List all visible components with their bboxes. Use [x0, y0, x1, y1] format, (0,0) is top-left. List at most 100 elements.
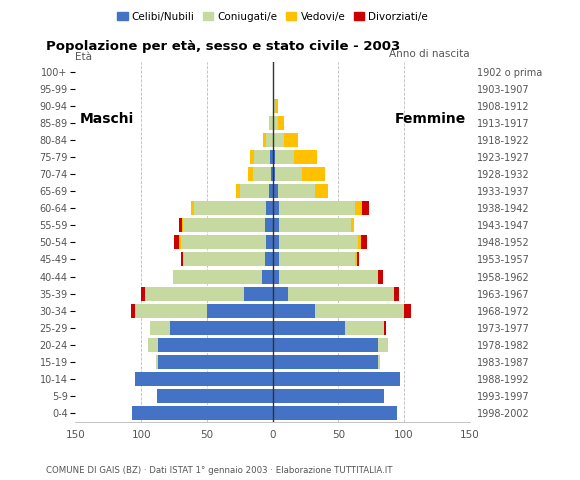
Bar	[404, 304, 411, 318]
Bar	[274, 133, 284, 147]
Bar	[264, 218, 273, 232]
Bar	[266, 133, 273, 147]
Bar	[191, 201, 194, 215]
Bar	[273, 167, 275, 181]
Bar	[279, 218, 351, 232]
Bar	[279, 252, 356, 266]
Bar	[132, 406, 273, 420]
Bar	[155, 355, 158, 369]
Bar	[356, 252, 357, 266]
Bar	[236, 184, 240, 198]
Bar	[274, 99, 276, 113]
Bar	[279, 235, 358, 250]
Bar	[273, 338, 378, 352]
Bar	[273, 270, 279, 284]
Bar	[276, 150, 293, 164]
Bar	[266, 235, 273, 250]
Bar	[240, 184, 269, 198]
Bar	[174, 235, 179, 250]
Bar	[269, 184, 273, 198]
Bar	[266, 201, 273, 215]
Text: Anno di nascita: Anno di nascita	[389, 49, 470, 59]
Bar	[273, 201, 279, 215]
Bar	[279, 270, 378, 284]
Bar	[273, 184, 278, 198]
Bar	[269, 116, 273, 130]
Bar	[194, 201, 266, 215]
Bar	[273, 389, 385, 403]
Bar	[357, 252, 360, 266]
Bar	[150, 321, 170, 335]
Bar	[271, 167, 273, 181]
Bar	[279, 201, 356, 215]
Bar	[385, 321, 386, 335]
Bar	[264, 252, 273, 266]
Bar	[362, 201, 368, 215]
Bar	[170, 321, 273, 335]
Bar	[273, 372, 400, 386]
Bar	[248, 167, 253, 181]
Bar	[315, 184, 328, 198]
Bar	[273, 235, 279, 250]
Text: COMUNE DI GAIS (BZ) · Dati ISTAT 1° gennaio 2003 · Elaborazione TUTTITALIA.IT: COMUNE DI GAIS (BZ) · Dati ISTAT 1° genn…	[46, 466, 393, 475]
Bar	[158, 338, 273, 352]
Bar	[273, 304, 315, 318]
Bar	[356, 201, 362, 215]
Bar	[278, 116, 284, 130]
Bar	[179, 218, 182, 232]
Bar	[180, 235, 266, 250]
Text: Popolazione per età, sesso e stato civile - 2003: Popolazione per età, sesso e stato civil…	[46, 40, 401, 53]
Bar	[254, 150, 270, 164]
Legend: Celibi/Nubili, Coniugati/e, Vedovi/e, Divorziati/e: Celibi/Nubili, Coniugati/e, Vedovi/e, Di…	[113, 8, 432, 26]
Bar	[351, 218, 354, 232]
Bar	[293, 150, 317, 164]
Bar	[378, 338, 388, 352]
Bar	[135, 372, 273, 386]
Bar	[273, 150, 275, 164]
Bar	[183, 252, 264, 266]
Bar	[148, 338, 158, 352]
Bar	[278, 184, 315, 198]
Bar	[253, 167, 271, 181]
Bar	[145, 287, 244, 300]
Bar	[394, 287, 399, 300]
Bar	[270, 150, 273, 164]
Bar	[157, 389, 273, 403]
Bar	[130, 304, 135, 318]
Bar	[378, 270, 383, 284]
Bar	[276, 167, 302, 181]
Bar	[276, 99, 278, 113]
Bar	[288, 287, 394, 300]
Bar	[263, 133, 266, 147]
Bar	[180, 252, 183, 266]
Bar	[358, 235, 361, 250]
Text: Età: Età	[75, 52, 92, 62]
Text: Femmine: Femmine	[394, 112, 466, 126]
Bar	[250, 150, 254, 164]
Bar	[273, 355, 378, 369]
Bar	[378, 355, 380, 369]
Bar	[207, 304, 273, 318]
Bar	[345, 321, 385, 335]
Bar	[244, 287, 273, 300]
Bar	[158, 355, 273, 369]
Bar	[135, 304, 207, 318]
Text: Maschi: Maschi	[79, 112, 133, 126]
Bar	[315, 304, 404, 318]
Bar	[182, 218, 183, 232]
Bar	[273, 406, 397, 420]
Bar	[179, 235, 180, 250]
Bar	[173, 270, 262, 284]
Bar	[273, 218, 279, 232]
Bar	[273, 287, 288, 300]
Bar	[273, 99, 274, 113]
Bar	[262, 270, 273, 284]
Bar	[302, 167, 325, 181]
Bar	[273, 252, 279, 266]
Bar	[183, 218, 264, 232]
Bar	[273, 133, 274, 147]
Bar	[284, 133, 298, 147]
Bar	[141, 287, 145, 300]
Bar	[273, 116, 278, 130]
Bar	[361, 235, 367, 250]
